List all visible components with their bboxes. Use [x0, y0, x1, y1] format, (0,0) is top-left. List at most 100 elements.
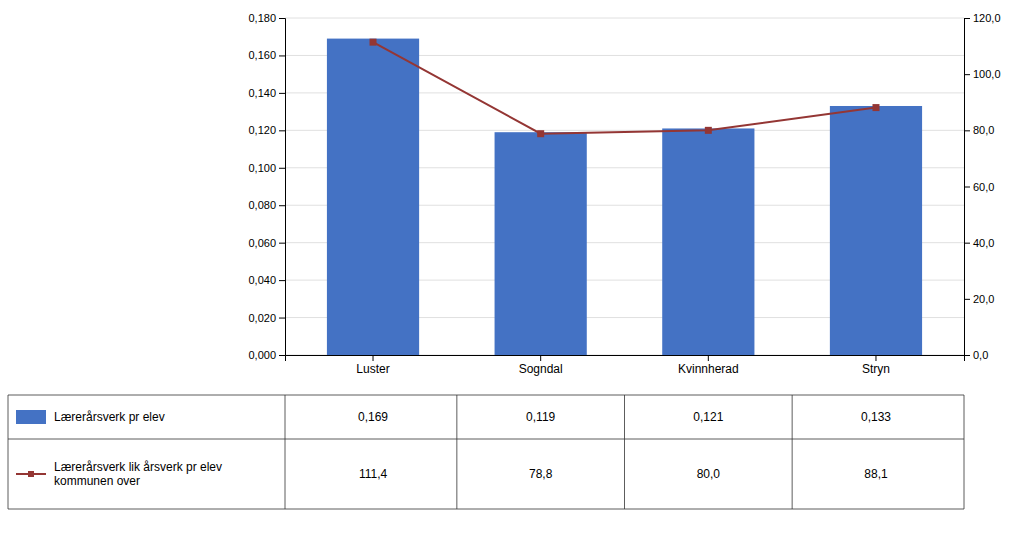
y-tick: 0,040 [248, 274, 285, 286]
data-label: 0,119 [526, 410, 555, 424]
table-border [285, 395, 286, 509]
data-label: 80,0 [697, 467, 721, 481]
line [373, 42, 876, 134]
bar [662, 128, 754, 355]
table-border [8, 509, 964, 510]
data-label: 111,4 [359, 467, 388, 481]
x-tick-label: Stryn [862, 362, 890, 376]
y-axis: 0,000 0,020 0,040 0,060 0,080 0,100 0,120 0,140… [248, 12, 285, 361]
marks [327, 39, 922, 355]
y2-tick-mark [964, 243, 970, 244]
y2-axis: 0,0 20,0 40,0 60,0 80,0 100,0 120,0 [964, 12, 1001, 361]
y2-tick: 80,0 [964, 124, 994, 136]
y2-tick-label: 120,0 [973, 12, 1001, 24]
data-label: 0,169 [358, 410, 388, 424]
y2-tick: 40,0 [964, 237, 994, 249]
table-border [456, 395, 457, 509]
y-tick: 0,080 [248, 199, 285, 211]
legend-swatch [16, 410, 46, 424]
x-tick: Kvinnherad [678, 355, 739, 376]
y-tick-label: 0,080 [248, 199, 276, 211]
x-tick-mark [875, 355, 876, 361]
y-tick: 0,100 [248, 162, 285, 174]
y2-tick-label: 20,0 [973, 293, 994, 305]
y-tick-label: 0,180 [248, 12, 276, 24]
y2-tick: 100,0 [964, 68, 1001, 80]
y2-tick-label: 40,0 [973, 237, 994, 249]
table-border [8, 439, 964, 440]
x-tick-mark [373, 355, 374, 361]
y-tick-label: 0,040 [248, 274, 276, 286]
y-axis-line [279, 19, 286, 356]
y-tick: 0,020 [248, 312, 285, 324]
y-tick: 0,000 [248, 349, 285, 361]
y2-tick-mark [964, 355, 970, 356]
y2-tick-mark [964, 18, 970, 19]
y-tick-label: 0,000 [248, 349, 276, 361]
table-border [964, 395, 965, 509]
y2-tick: 0,0 [964, 349, 988, 361]
y2-axis-line [965, 19, 971, 356]
y2-tick-label: 0,0 [973, 349, 988, 361]
legend-marker [28, 471, 34, 477]
y-tick-mark [279, 18, 285, 19]
bar [495, 132, 587, 355]
x-tick-mark [708, 355, 709, 361]
marker [872, 104, 879, 111]
y-tick-mark [279, 280, 285, 281]
x-axis: LusterSogndalKvinnheradStryn [286, 355, 965, 376]
table-border [792, 395, 793, 509]
y2-tick-label: 100,0 [973, 68, 1001, 80]
y-tick-mark [279, 168, 285, 169]
x-axis-line [286, 356, 965, 362]
y-tick-mark [279, 93, 285, 94]
bar [830, 106, 922, 355]
y-tick-label: 0,140 [248, 87, 276, 99]
y-tick: 0,060 [248, 237, 285, 249]
y-tick: 0,180 [248, 12, 285, 24]
table-border [8, 395, 9, 509]
data-label: 0,133 [861, 410, 891, 424]
y-tick-label: 0,100 [248, 162, 276, 174]
x-tick: Sogndal [519, 355, 563, 376]
y2-tick-mark [964, 299, 970, 300]
x-tick-label: Sogndal [519, 362, 563, 376]
data-table: Lærerårsverk pr elev 0,169 0,119 0,121 0,133… [8, 395, 964, 509]
y-tick-mark [279, 130, 285, 131]
chart-container: LusterSogndalKvinnheradStryn0,0000,0200,… [0, 0, 1024, 539]
chart: LusterSogndalKvinnheradStryn0,0000,0200,… [0, 0, 1024, 539]
y2-tick-label: 80,0 [973, 124, 994, 136]
data-label: 78,8 [529, 467, 553, 481]
data-label: 0,121 [693, 410, 723, 424]
y-tick-mark [279, 318, 285, 319]
y2-tick: 60,0 [964, 181, 994, 193]
y2-tick-label: 60,0 [973, 181, 994, 193]
data-label: 88,1 [864, 467, 888, 481]
table-border [624, 395, 625, 509]
legend-label: Lærerårsverk pr elev [54, 410, 165, 424]
y-tick: 0,140 [248, 87, 285, 99]
y2-tick-mark [964, 187, 970, 188]
y-tick-label: 0,160 [248, 49, 276, 61]
y-tick-mark [279, 205, 285, 206]
y2-tick-mark [964, 74, 970, 75]
y2-tick-mark [964, 130, 970, 131]
legend-label: Lærerårsverk lik årsverk pr elevkommunen… [54, 460, 222, 488]
y2-tick: 120,0 [964, 12, 1001, 24]
y2-tick: 20,0 [964, 293, 994, 305]
y-tick-label: 0,120 [248, 124, 276, 136]
x-tick: Stryn [862, 355, 890, 376]
bar [327, 39, 419, 355]
y-tick-mark [279, 355, 285, 356]
marker [370, 39, 377, 46]
y-tick-label: 0,020 [248, 312, 276, 324]
grid-line [285, 18, 964, 19]
table-border [8, 395, 964, 396]
grid [285, 18, 964, 355]
marker [537, 130, 544, 137]
y-tick: 0,120 [248, 124, 285, 136]
x-tick-mark [540, 355, 541, 361]
y-tick-label: 0,060 [248, 237, 276, 249]
marker [705, 127, 712, 134]
y-tick: 0,160 [248, 49, 285, 61]
